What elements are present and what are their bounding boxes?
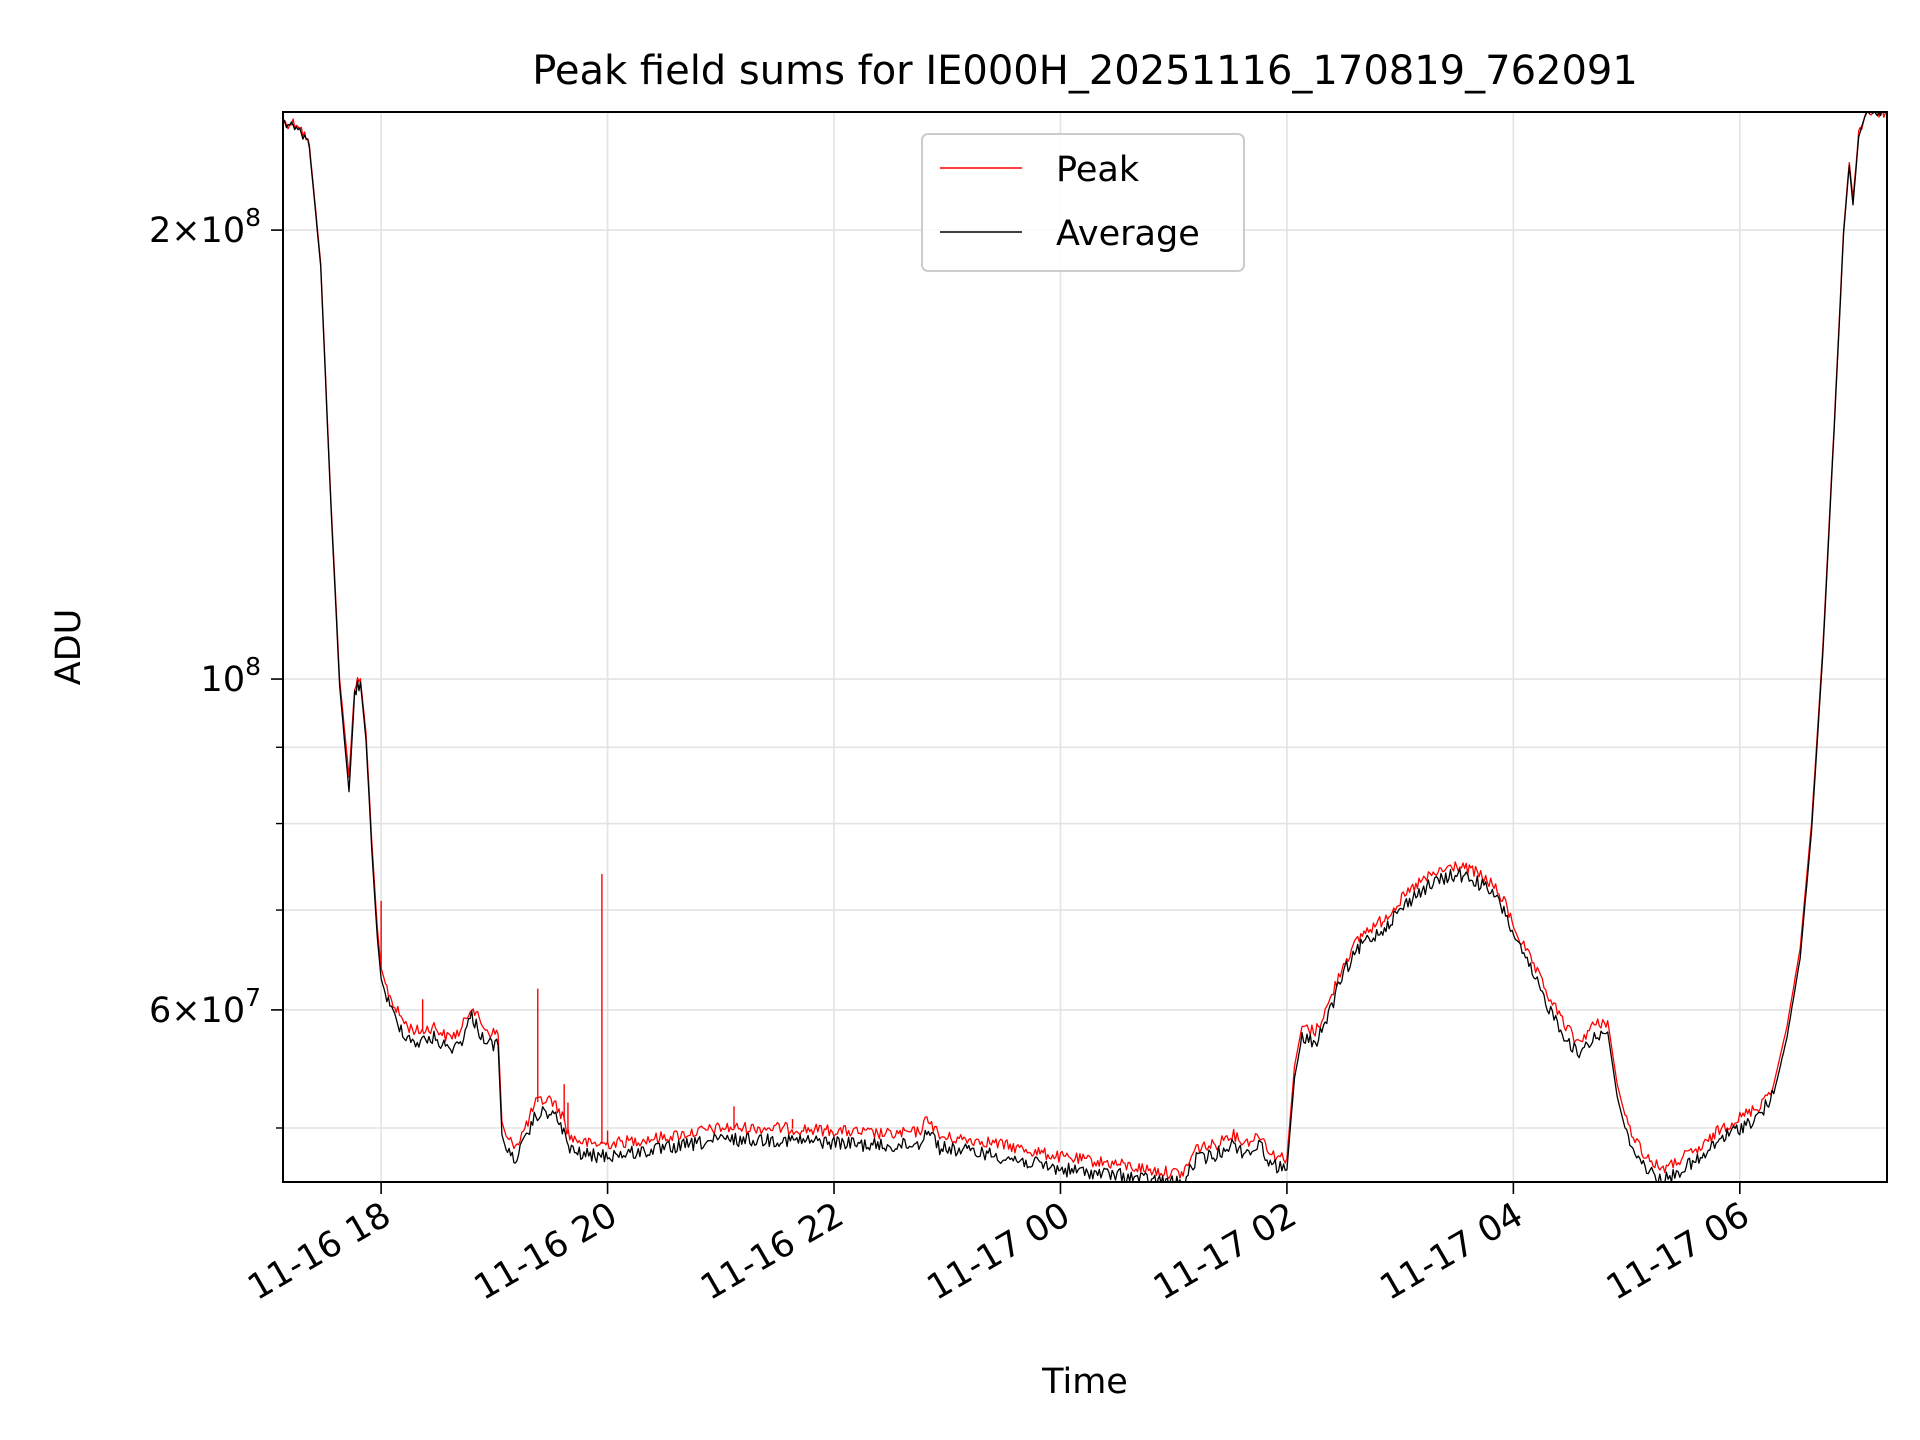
legend: Peak Average (921, 133, 1245, 272)
y-tick-label: 6×107 (149, 983, 261, 1031)
y-axis-label: ADU (49, 609, 89, 686)
y-tick-exponent: 8 (245, 203, 261, 232)
x-axis-label: Time (1041, 1362, 1128, 1402)
y-tick-base: 6×10 (149, 991, 245, 1031)
y-tick-base: 10 (201, 660, 246, 700)
chart-title: Peak field sums for IE000H_20251116_1708… (532, 48, 1638, 94)
y-tick-label: 2×108 (149, 203, 261, 251)
y-tick-exponent: 8 (245, 652, 261, 681)
series-layer (283, 112, 1887, 1182)
legend-label-peak: Peak (1056, 150, 1140, 190)
grid (283, 112, 1887, 1182)
series-line-average (283, 112, 1887, 1182)
series-line-peak (283, 112, 1887, 1179)
y-tick-exponent: 7 (245, 983, 261, 1012)
y-tick-base: 2×10 (149, 211, 245, 251)
y-tick-label: 108 (201, 652, 261, 700)
legend-label-average: Average (1056, 214, 1200, 254)
plot-frame (282, 111, 1888, 1183)
